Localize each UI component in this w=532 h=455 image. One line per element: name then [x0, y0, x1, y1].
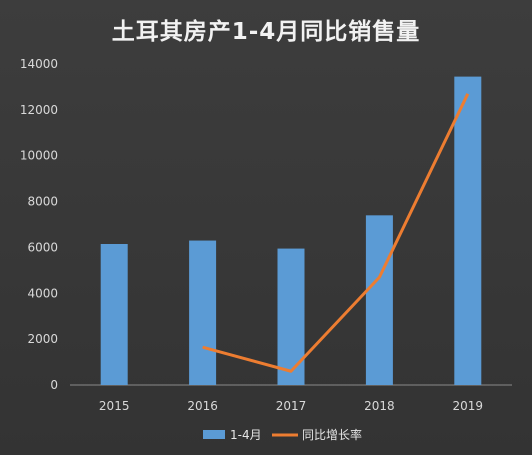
y-tick-label: 4000 [27, 286, 58, 300]
chart-title: 土耳其房产1-4月同比销售量 [111, 19, 421, 45]
chart-axes: 0 2000 4000 6000 8000 10000 12000 14000 2015 2016… [20, 57, 512, 413]
y-tick-label: 14000 [20, 57, 58, 71]
x-tick-label: 2018 [364, 399, 395, 413]
x-tick-label: 2016 [187, 399, 218, 413]
bar-series [100, 76, 482, 385]
chart-legend: 1-4月 同比增长率 [203, 427, 362, 442]
legend-label-bar: 1-4月 [230, 428, 262, 442]
y-tick-label: 8000 [27, 195, 58, 209]
bar [454, 76, 482, 385]
y-tick-label: 0 [50, 378, 58, 392]
series-line [202, 93, 470, 373]
x-tick-label: 2017 [276, 399, 307, 413]
bar [365, 215, 393, 385]
bar [189, 240, 217, 385]
bar [100, 243, 128, 385]
bar [277, 248, 305, 385]
y-tick-label: 2000 [27, 332, 58, 346]
legend-label-line: 同比增长率 [302, 427, 362, 442]
legend-swatch-bar [203, 430, 225, 439]
x-tick-label: 2015 [99, 399, 130, 413]
y-tick-label: 10000 [20, 149, 58, 163]
y-tick-label: 6000 [27, 240, 58, 254]
y-tick-label: 12000 [20, 103, 58, 117]
line-series [202, 93, 470, 373]
x-tick-label: 2019 [453, 399, 484, 413]
